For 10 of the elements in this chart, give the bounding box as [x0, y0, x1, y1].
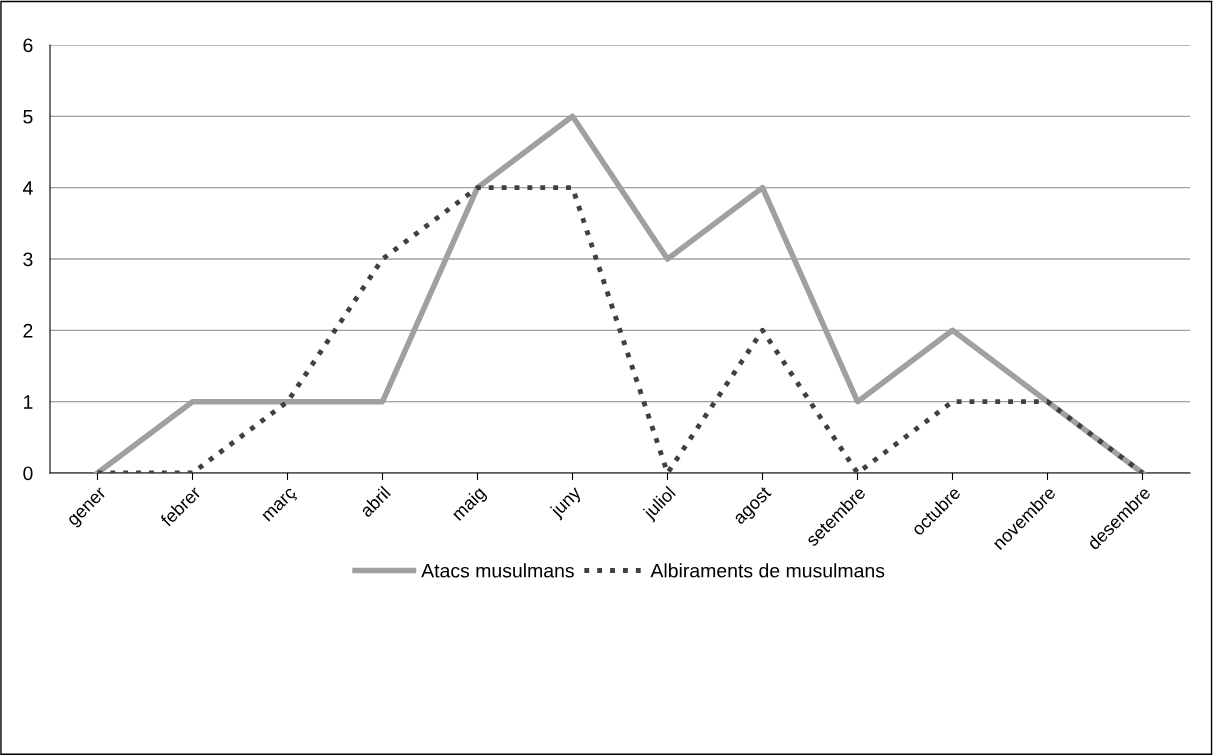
- y-tick-label: 6: [23, 38, 33, 53]
- legend-label: Albiraments de musulmans: [650, 563, 885, 578]
- y-tick-label: 5: [23, 110, 33, 124]
- y-tick-label: 3: [23, 252, 33, 267]
- line-series: [95, 185, 1145, 473]
- legend-label: Atacs musulmans: [421, 563, 574, 578]
- y-tick-label: 2: [23, 323, 33, 338]
- y-tick-label: 1: [24, 395, 33, 409]
- y-tick-label: 0: [23, 466, 33, 481]
- y-tick-label: 4: [22, 181, 33, 195]
